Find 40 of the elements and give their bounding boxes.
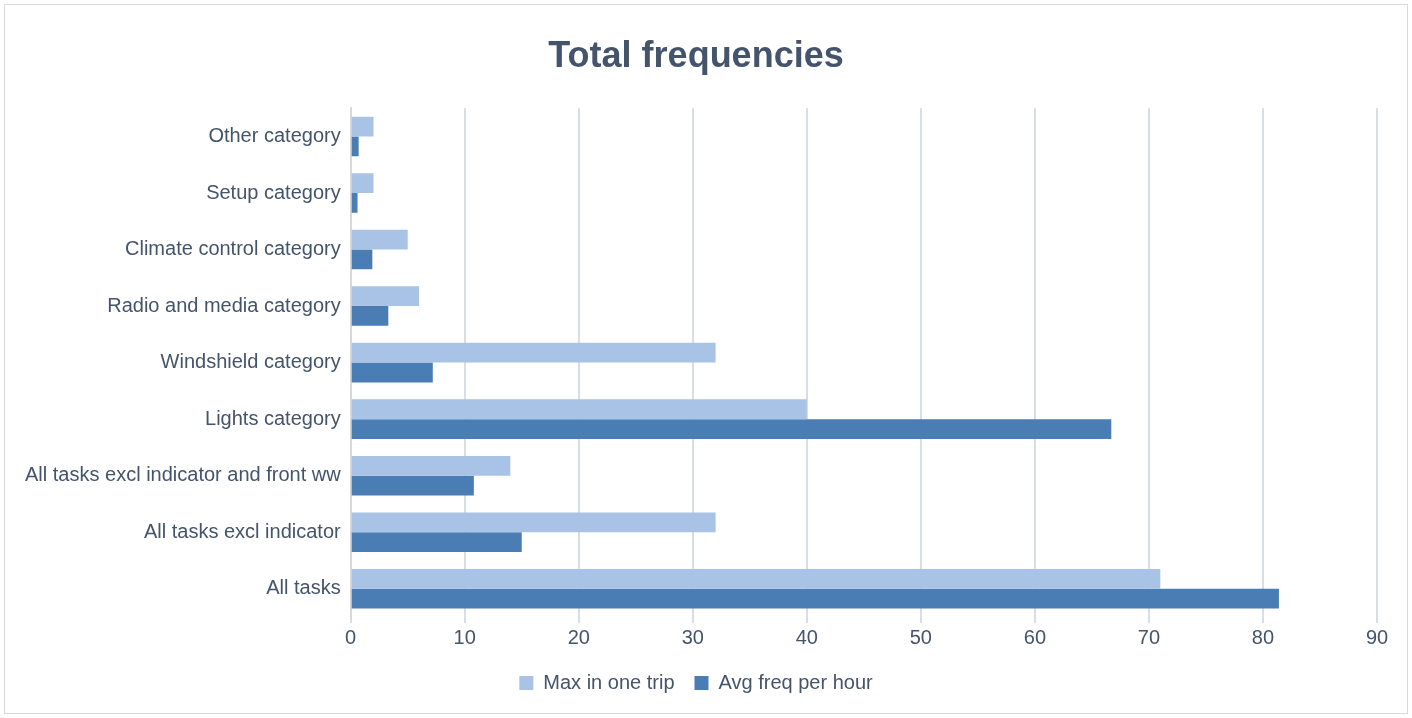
bar (351, 568, 1161, 589)
y-tick-label: Setup category (206, 180, 341, 203)
bar (351, 512, 716, 533)
bar (351, 419, 1112, 439)
x-tick-label: 50 (909, 625, 932, 648)
bar (351, 136, 359, 157)
x-tick-label: 40 (795, 625, 818, 648)
bar (351, 249, 373, 270)
bar (351, 193, 358, 213)
bar (351, 342, 716, 363)
y-tick-label: Windshield category (160, 350, 341, 373)
bar (351, 286, 420, 307)
y-tick-label: All tasks excl indicator (143, 519, 342, 542)
chart-title: Total frequencies (548, 33, 844, 75)
x-tick-label: 70 (1137, 625, 1161, 648)
y-tick-label: Radio and media category (107, 293, 341, 316)
x-tick-label: 60 (1023, 625, 1047, 648)
legend-label: Avg freq per hour (718, 670, 874, 693)
y-tick-label: All tasks excl indicator and front ww (25, 463, 342, 486)
bar (351, 455, 511, 476)
bar (351, 229, 408, 250)
bar (351, 362, 433, 383)
bar (351, 475, 474, 496)
bar (351, 532, 522, 552)
x-tick-label: 80 (1251, 625, 1275, 648)
bar (351, 173, 374, 193)
bar (351, 588, 1279, 609)
x-tick-label: 30 (681, 625, 704, 648)
x-tick-label: 90 (1365, 625, 1389, 648)
y-tick-label: Lights category (205, 406, 341, 429)
bar (351, 116, 374, 137)
bar (351, 306, 389, 326)
x-tick-label: 20 (567, 625, 590, 648)
y-tick-label: All tasks (266, 576, 341, 599)
legend-label: Max in one trip (543, 670, 675, 693)
y-tick-label: Other category (208, 123, 341, 146)
x-tick-label: 10 (453, 625, 476, 648)
bar (351, 399, 807, 420)
x-tick-label: 0 (345, 625, 357, 648)
y-tick-label: Climate control category (125, 237, 341, 260)
